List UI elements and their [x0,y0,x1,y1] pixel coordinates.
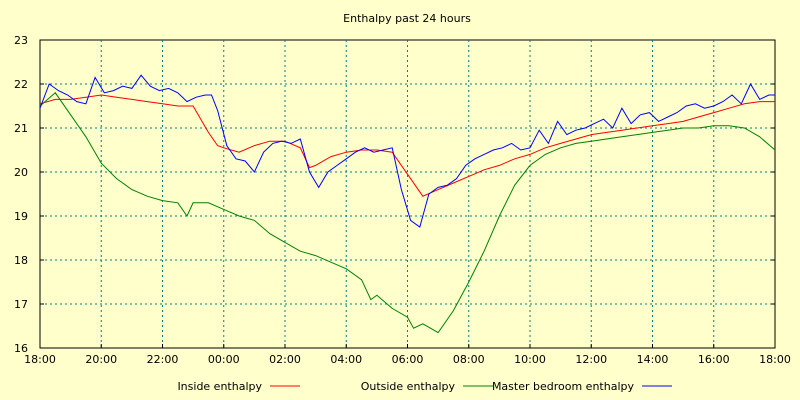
y-tick-label: 19 [14,210,28,223]
legend-label-2: Outside enthalpy [361,380,456,393]
x-tick-label: 06:00 [392,353,424,366]
axes: 16 17 18 19 20 21 22 23 18:00 20:00 22:00 00:00 02:0… [14,34,791,366]
y-tick-label: 17 [14,298,28,311]
y-tick-label: 20 [14,166,28,179]
series-line-2 [39,92,776,334]
legend: Inside enthalpy Outside enthalpy Master be… [177,380,672,393]
x-tick-label: 00:00 [208,353,240,366]
x-tick-label: 14:00 [637,353,669,366]
x-tick-label: 04:00 [330,353,362,366]
y-tick-label: 18 [14,254,28,267]
y-tick-label: 21 [14,122,28,135]
x-tick-label: 22:00 [147,353,179,366]
legend-label-1: Inside enthalpy [177,380,262,393]
series-line-1 [39,94,775,197]
x-tick-label: 02:00 [269,353,301,366]
y-tick-label: 22 [14,78,28,91]
x-tick-label: 18:00 [24,353,56,366]
x-tick-label: 18:00 [759,353,791,366]
series-layer [39,74,776,334]
y-tick-label: 23 [14,34,28,47]
series-line-3 [39,74,775,228]
chart-title: Enthalpy past 24 hours [343,12,471,25]
legend-label-3: Master bedroom enthalpy [492,380,635,393]
grid [40,40,775,348]
x-tick-label: 12:00 [575,353,607,366]
x-tick-label: 20:00 [85,353,117,366]
x-tick-label: 10:00 [514,353,546,366]
y-tick-label: 16 [14,342,28,355]
x-tick-label: 08:00 [453,353,485,366]
x-tick-label: 16:00 [698,353,730,366]
